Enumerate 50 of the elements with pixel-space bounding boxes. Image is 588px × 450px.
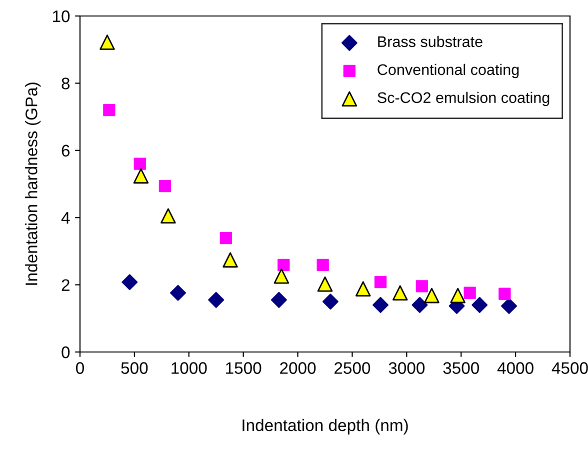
y-axis-title: Indentation hardness (GPa) [25,82,41,285]
x-tick-label: 3000 [388,362,425,374]
point [222,252,238,268]
point [278,258,290,272]
point [450,288,466,304]
y-tick-label: 10 [53,10,70,22]
point [274,268,290,284]
point [501,298,517,314]
x-tick-label: 1000 [172,362,207,374]
x-tick-label: 3500 [443,362,479,374]
legend-label: Conventional coating [378,64,519,78]
point [355,281,371,296]
point [134,158,146,170]
x-tick-label: 0 [76,362,84,374]
point [498,288,511,300]
x-tick-label: 500 [121,362,148,374]
x-tick-label: 4000 [497,362,534,374]
y-tick-label: 0 [62,346,70,358]
point [170,284,186,301]
point [100,34,115,50]
point [372,296,389,313]
point [316,258,329,272]
legend-label: Sc-CO2 emulsion coating [378,92,550,106]
x-tick-label: 2500 [334,362,370,374]
point [392,285,408,301]
point [317,276,333,292]
point [208,292,224,308]
point [122,274,138,290]
point [464,286,476,299]
point [270,292,287,308]
point [220,232,232,244]
point [160,208,176,224]
point [374,276,387,288]
y-tick-label: 8 [62,78,70,90]
x-axis-title: Indentation depth (nm) [242,418,408,434]
point [158,180,172,192]
point [133,168,149,184]
x-tick-label: 4500 [552,362,588,374]
y-tick-label: 2 [62,279,70,291]
point [472,296,488,313]
point [322,294,338,310]
point [416,280,428,292]
legend-label: Brass substrate [378,36,482,48]
x-tick-label: 2000 [280,362,316,374]
point [412,296,428,313]
x-tick-label: 1500 [226,362,262,374]
point [424,288,440,304]
y-tick-label: 6 [62,144,70,157]
y-tick-label: 4 [61,212,70,224]
point [103,104,116,116]
